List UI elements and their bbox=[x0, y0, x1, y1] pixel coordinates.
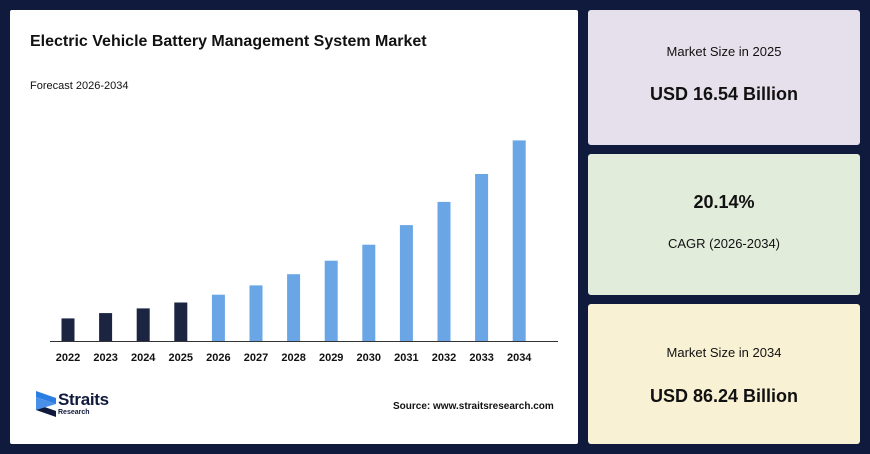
bar-2031 bbox=[399, 225, 413, 341]
bar-2026 bbox=[211, 294, 225, 341]
x-tick-2029: 2029 bbox=[319, 352, 343, 364]
x-tick-2024: 2024 bbox=[131, 352, 156, 364]
bar-2030 bbox=[362, 244, 376, 341]
market-size-2034-value: USD 86.24 Billion bbox=[649, 386, 799, 406]
straits-research-logo: Straits Research bbox=[36, 390, 146, 420]
x-tick-2028: 2028 bbox=[281, 352, 305, 364]
bar-2034 bbox=[512, 140, 526, 341]
bar-2024 bbox=[136, 308, 150, 341]
source-text: Source: www.straitsresearch.com bbox=[393, 401, 554, 412]
chart-title: Electric Vehicle Battery Management Syst… bbox=[30, 33, 427, 50]
x-tick-2032: 2032 bbox=[432, 352, 456, 364]
straits-logo-icon bbox=[36, 391, 56, 417]
x-tick-2033: 2033 bbox=[469, 352, 493, 364]
market-size-2025-label: Market Size in 2025 bbox=[666, 44, 782, 59]
bar-chart: 2022 2023 2024 2025 2026 2027 2028 2029 2030 2031… bbox=[50, 140, 558, 364]
logo-name: Straits bbox=[58, 390, 109, 409]
bar-2025 bbox=[174, 302, 188, 341]
logo-subtitle: Research bbox=[58, 409, 90, 416]
x-tick-2023: 2023 bbox=[93, 352, 117, 364]
cagr-value: 20.14% bbox=[693, 192, 755, 212]
market-size-2025-value: USD 16.54 Billion bbox=[649, 84, 799, 104]
x-tick-2022: 2022 bbox=[56, 352, 80, 364]
x-tick-2026: 2026 bbox=[206, 352, 230, 364]
chart-subtitle: Forecast 2026-2034 bbox=[30, 80, 129, 92]
bar-2023 bbox=[99, 313, 113, 341]
bar-2027 bbox=[249, 285, 263, 341]
bar-2032 bbox=[437, 201, 451, 341]
chart-panel: Electric Vehicle Battery Management Syst… bbox=[10, 10, 578, 444]
x-tick-2027: 2027 bbox=[244, 352, 268, 364]
x-tick-2034: 2034 bbox=[507, 352, 532, 364]
x-tick-labels: 2022 2023 2024 2025 2026 2027 2028 2029 2030 2031… bbox=[56, 352, 533, 364]
bar-2033 bbox=[475, 174, 489, 341]
market-size-2025-card: Market Size in 2025 USD 16.54 Billion bbox=[588, 10, 860, 145]
cagr-card: 20.14% CAGR (2026-2034) bbox=[588, 154, 860, 295]
bar-2022 bbox=[61, 318, 75, 341]
market-size-2034-card: Market Size in 2034 USD 86.24 Billion bbox=[588, 304, 860, 444]
bar-2029 bbox=[324, 260, 338, 341]
cagr-label: CAGR (2026-2034) bbox=[668, 236, 780, 251]
bars-group bbox=[61, 140, 526, 341]
x-tick-2031: 2031 bbox=[394, 352, 418, 364]
bar-2028 bbox=[287, 274, 301, 341]
x-tick-2025: 2025 bbox=[169, 352, 193, 364]
x-tick-2030: 2030 bbox=[357, 352, 381, 364]
market-size-2034-label: Market Size in 2034 bbox=[666, 345, 782, 360]
